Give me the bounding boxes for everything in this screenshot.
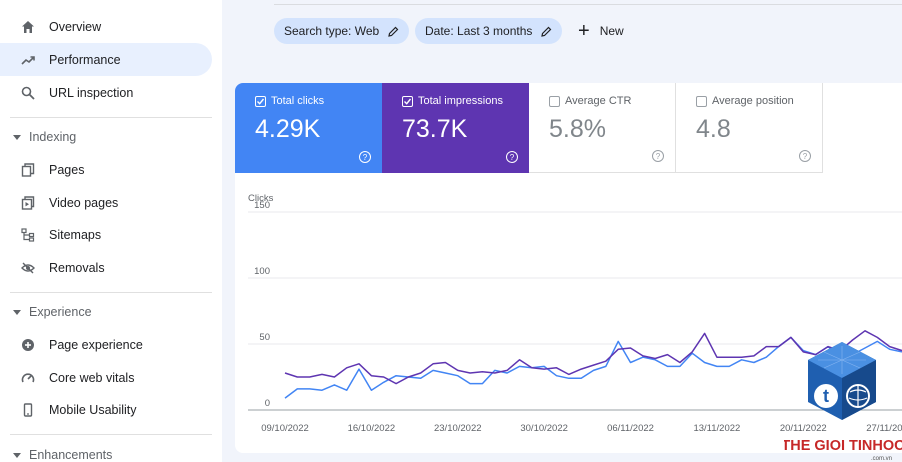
y-tick-label: 50 — [259, 332, 270, 343]
pencil-icon — [388, 26, 399, 37]
metric-tile-total-impressions[interactable]: Total impressions 73.7K ? — [382, 83, 529, 173]
checkbox-checked-icon[interactable] — [255, 95, 266, 107]
x-tick-label: 30/10/2022 — [520, 423, 568, 434]
nav-item-url-inspection[interactable]: URL inspection — [0, 76, 212, 109]
video-icon — [20, 195, 36, 211]
checkbox-unchecked-icon[interactable] — [696, 95, 707, 107]
x-tick-label: 06/11/2022 — [607, 423, 654, 434]
plus-icon: + — [578, 20, 590, 42]
search-type-filter-chip[interactable]: Search type: Web — [274, 18, 410, 44]
nav-item-label: Video pages — [49, 195, 119, 210]
metric-value: 4.8 — [696, 115, 731, 143]
caret-down-icon — [13, 309, 21, 315]
add-circle-icon — [20, 337, 36, 353]
top-divider — [274, 4, 902, 5]
help-icon[interactable]: ? — [799, 150, 811, 162]
section-indexing[interactable]: Indexing — [0, 125, 212, 149]
nav-item-sitemaps[interactable]: Sitemaps — [0, 218, 212, 251]
nav-item-removals[interactable]: Removals — [0, 251, 212, 284]
nav-item-mobile-usability[interactable]: Mobile Usability — [0, 393, 212, 426]
y-tick-label: 150 — [254, 200, 270, 211]
metric-value: 5.8% — [549, 115, 606, 143]
sitemap-icon — [20, 227, 36, 243]
chip-label: Date: Last 3 months — [425, 24, 533, 38]
performance-card: Total clicks 4.29K ? Total impressions 7… — [235, 83, 902, 453]
nav-item-core-web-vitals[interactable]: Core web vitals — [0, 361, 212, 394]
new-label: New — [599, 24, 624, 38]
nav-item-page-experience[interactable]: Page experience — [0, 328, 212, 361]
phone-icon — [20, 402, 36, 418]
nav-item-label: Sitemaps — [49, 227, 102, 242]
divider — [10, 434, 212, 435]
divider — [10, 292, 212, 293]
metric-label: Average position — [712, 95, 794, 107]
metric-value: 73.7K — [402, 115, 468, 143]
section-label: Experience — [29, 305, 92, 319]
x-tick-label: 27/11/2022 — [866, 423, 902, 434]
nav-item-label: Removals — [49, 260, 105, 275]
gauge-icon — [20, 370, 36, 386]
y-tick-label: 100 — [254, 266, 270, 277]
section-experience[interactable]: Experience — [0, 300, 212, 324]
nav-item-video-pages[interactable]: Video pages — [0, 186, 212, 219]
search-icon — [20, 85, 36, 101]
nav-item-pages[interactable]: Pages — [0, 153, 212, 186]
x-tick-label: 23/10/2022 — [434, 423, 482, 434]
sidebar: Overview Performance URL inspection Inde… — [0, 0, 222, 462]
metric-tile-average-ctr[interactable]: Average CTR 5.8% ? — [529, 83, 676, 173]
help-icon[interactable]: ? — [506, 151, 518, 163]
section-label: Enhancements — [29, 448, 113, 462]
date-filter-chip[interactable]: Date: Last 3 months — [415, 18, 563, 44]
nav-item-label: Page experience — [49, 337, 143, 352]
x-tick-label: 16/10/2022 — [348, 423, 396, 434]
nav-item-label: URL inspection — [49, 85, 134, 100]
new-filter-button[interactable]: + New — [578, 18, 624, 44]
series-line-impressions — [284, 330, 902, 385]
nav-item-label: Pages — [49, 162, 85, 177]
nav-item-performance[interactable]: Performance — [0, 43, 212, 76]
y-axis-label: Clicks — [248, 193, 274, 204]
home-icon — [20, 19, 36, 35]
svg-text:t: t — [823, 386, 829, 406]
trending-up-icon — [20, 52, 36, 68]
metric-label: Total impressions — [418, 95, 503, 107]
metric-label: Total clicks — [271, 95, 325, 107]
x-tick-label: 09/10/2022 — [261, 423, 309, 434]
nav-item-overview[interactable]: Overview — [0, 10, 212, 43]
x-tick-label: 13/11/2022 — [693, 423, 740, 434]
section-label: Indexing — [29, 130, 77, 144]
caret-down-icon — [13, 452, 21, 458]
performance-chart: Clicks 0 50 100 150 09/10/2022 16/10/2022 23/… — [248, 193, 902, 434]
metric-value: 4.29K — [255, 115, 321, 143]
watermark-text: THE GIOI TINHOC — [784, 438, 902, 454]
main-content: Search type: Web Date: Last 3 months + N… — [222, 0, 902, 462]
checkbox-unchecked-icon[interactable] — [549, 95, 560, 107]
caret-down-icon — [13, 134, 21, 140]
pages-icon — [20, 162, 36, 178]
checkbox-checked-icon[interactable] — [402, 95, 413, 107]
help-icon[interactable]: ? — [652, 150, 664, 162]
metric-tile-total-clicks[interactable]: Total clicks 4.29K ? — [235, 83, 382, 173]
nav-item-label: Overview — [49, 19, 102, 34]
divider — [10, 117, 212, 118]
nav-item-label: Core web vitals — [49, 370, 135, 385]
help-icon[interactable]: ? — [359, 151, 371, 163]
watermark-logo: t THE GIOI TINHOC .com.vn — [781, 340, 902, 462]
nav-item-label: Performance — [49, 52, 121, 67]
metric-tile-average-position[interactable]: Average position 4.8 ? — [676, 83, 823, 173]
x-tick-label: 20/11/2022 — [780, 423, 827, 434]
removals-icon — [20, 260, 36, 276]
nav-item-label: Mobile Usability — [49, 402, 137, 417]
pencil-icon — [541, 26, 552, 37]
section-enhancements[interactable]: Enhancements — [0, 443, 212, 462]
watermark-subtext: .com.vn — [871, 456, 892, 462]
chip-label: Search type: Web — [284, 24, 380, 38]
metric-label: Average CTR — [565, 95, 632, 107]
y-tick-label: 0 — [265, 398, 270, 409]
